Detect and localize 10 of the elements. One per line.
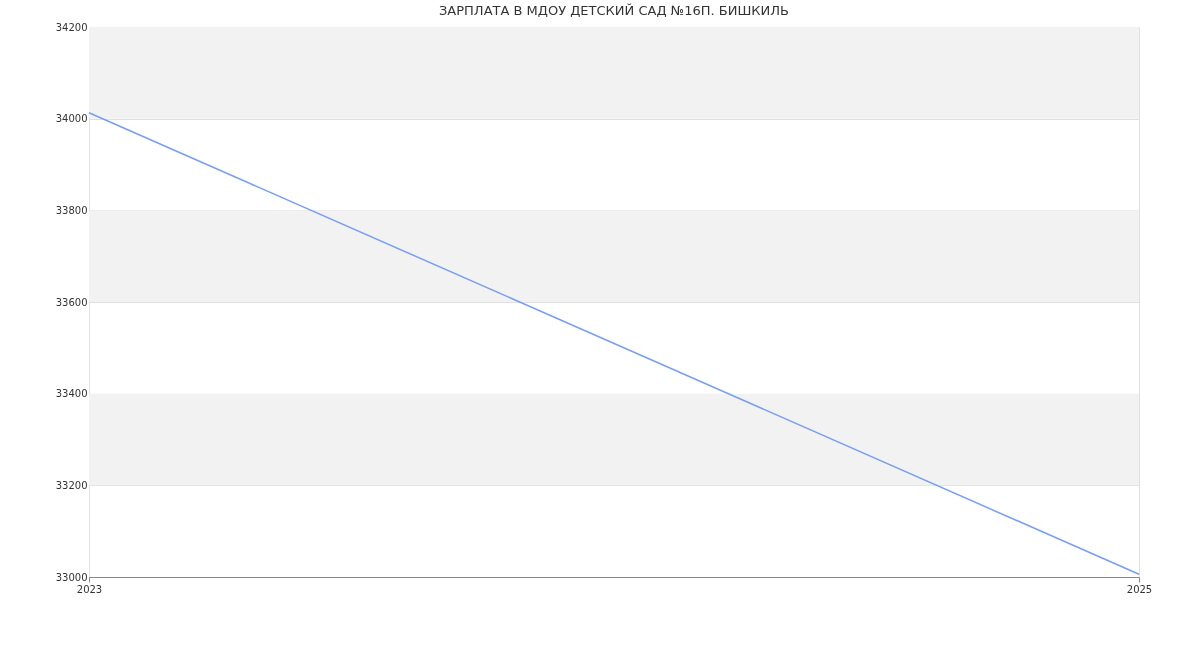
y-tick-label: 34200 — [55, 21, 88, 33]
y-tick-label: 33600 — [55, 296, 88, 308]
y-tick-label: 33000 — [55, 571, 88, 583]
y-tick-label: 34000 — [55, 113, 88, 125]
y-tick-label: 33200 — [55, 479, 88, 491]
y-tick-label: 33400 — [55, 388, 88, 400]
chart-title: ЗАРПЛАТА В МДОУ ДЕТСКИЙ САД №16П. БИШКИЛЬ — [439, 3, 789, 18]
x-tick-label: 2023 — [76, 583, 103, 595]
x-tick-label: 2025 — [1126, 583, 1153, 595]
y-tick-label: 33800 — [55, 204, 88, 216]
